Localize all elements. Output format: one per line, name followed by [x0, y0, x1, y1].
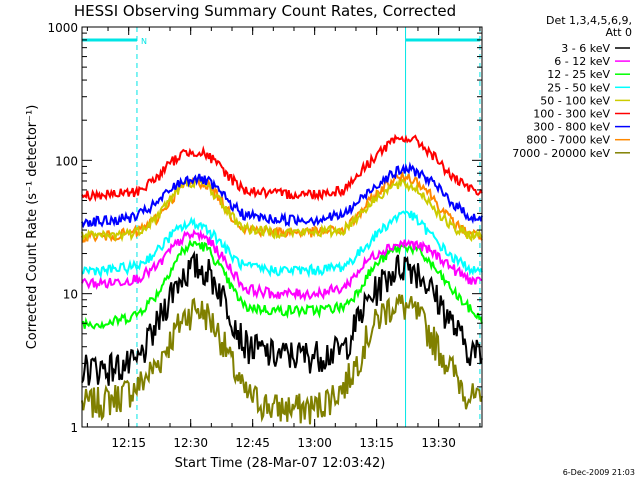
legend-entry-label: 6 - 12 keV — [554, 55, 610, 68]
series-line — [81, 161, 483, 229]
legend-header: Det 1,3,4,5,6,9, — [546, 14, 632, 27]
x-axis-label: Start Time (28-Mar-07 12:03:42) — [175, 456, 386, 471]
series-line — [81, 250, 483, 386]
y-axis-label: Corrected Count Rate (s⁻¹ detector⁻¹) — [25, 105, 40, 350]
legend-entry-label: 3 - 6 keV — [561, 42, 610, 55]
legend-entry-label: 50 - 100 keV — [540, 94, 610, 107]
legend-entry-label: 12 - 25 keV — [547, 68, 610, 81]
series-curves — [81, 133, 483, 425]
x-tick-label: 12:45 — [235, 436, 270, 450]
series-line — [81, 294, 483, 425]
series-line — [81, 228, 483, 302]
series-line — [81, 172, 483, 243]
plot-frame — [81, 26, 483, 428]
y-tick-label: 100 — [55, 154, 78, 168]
x-tick-label: 13:30 — [421, 436, 456, 450]
y-tick-label: 1 — [70, 421, 78, 435]
x-tick-label: 12:15 — [111, 436, 146, 450]
annotation-label: N — [141, 37, 147, 46]
series-line — [81, 210, 483, 279]
x-tick-label: 13:15 — [359, 436, 394, 450]
x-tick-label: 12:30 — [173, 436, 208, 450]
series-line — [81, 176, 483, 243]
x-tick-label: 13:00 — [297, 436, 332, 450]
legend-entry-label: 800 - 7000 keV — [526, 134, 610, 147]
legend-entry-label: 25 - 50 keV — [547, 81, 610, 94]
legend-header: Att 0 — [606, 26, 632, 39]
series-line — [81, 133, 483, 203]
legend-entry-label: 100 - 300 keV — [533, 108, 610, 121]
legend-entry-label: 300 - 800 keV — [533, 121, 610, 134]
y-axis: 1 10 100 1000 — [47, 21, 482, 435]
footer-date: 6-Dec-2009 21:03 — [563, 468, 635, 477]
y-tick-label: 1000 — [47, 21, 78, 35]
x-axis: 12:15 12:30 12:45 13:00 13:15 13:30 — [86, 27, 481, 450]
legend-entry-label: 7000 - 20000 keV — [512, 147, 610, 160]
y-tick-label: 10 — [63, 288, 78, 302]
chart-title: HESSI Observing Summary Count Rates, Cor… — [74, 2, 456, 20]
